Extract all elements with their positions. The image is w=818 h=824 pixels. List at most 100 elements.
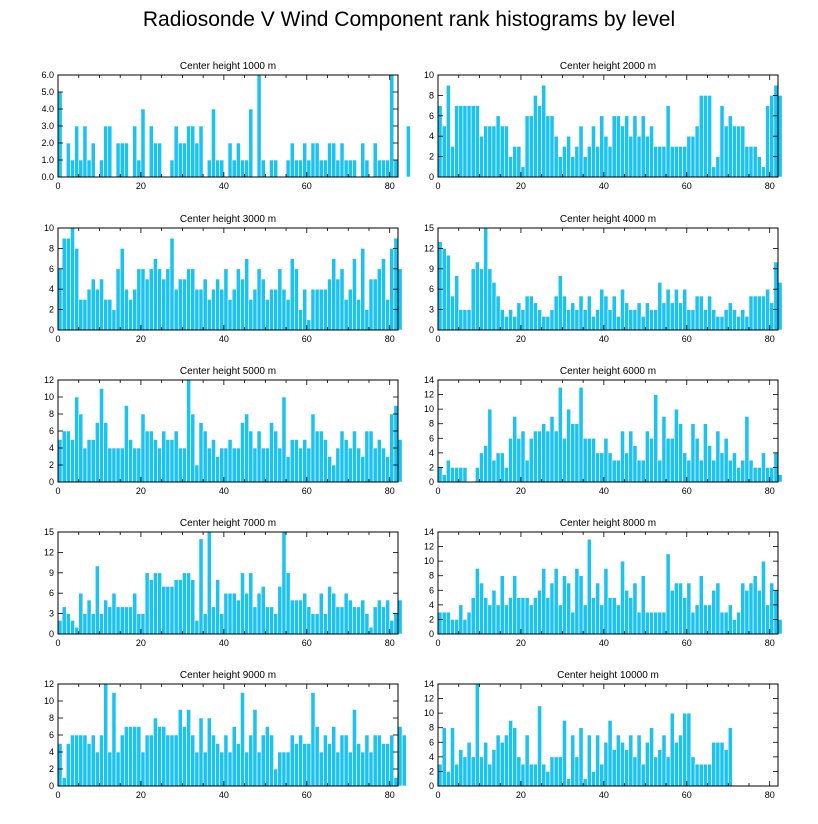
histogram-bar <box>57 268 63 331</box>
histogram-bar <box>256 592 262 635</box>
histogram-bar <box>397 439 403 483</box>
histogram-bar <box>148 734 154 787</box>
histogram-bar <box>343 159 349 178</box>
y-tick-label: 12 <box>424 243 434 253</box>
histogram-bar <box>153 717 158 787</box>
histogram-bar <box>661 146 667 178</box>
y-tick-label: 2.0 <box>41 138 54 148</box>
histogram-bar <box>323 288 328 331</box>
histogram-bar <box>591 771 596 787</box>
histogram-bar <box>260 586 266 635</box>
histogram-bar <box>335 447 341 483</box>
histogram-bar <box>298 599 303 635</box>
histogram-bar <box>599 115 605 178</box>
y-tick-label: 6 <box>49 264 54 274</box>
histogram-bar <box>306 319 312 331</box>
histogram-bar <box>665 105 671 178</box>
histogram-bar <box>669 712 675 787</box>
histogram-bar <box>690 756 696 787</box>
histogram-bar <box>508 597 513 635</box>
histogram-bar <box>574 568 580 635</box>
histogram-bar <box>553 295 559 331</box>
histogram-bar <box>574 309 580 331</box>
histogram-bar <box>586 437 592 483</box>
histogram-bar <box>483 445 489 483</box>
histogram-bar <box>582 604 588 635</box>
histogram-bar <box>107 447 113 483</box>
y-tick-label: 9 <box>49 568 54 578</box>
histogram-bar <box>690 611 696 635</box>
histogram-bar <box>445 459 451 483</box>
histogram-bar <box>103 125 109 178</box>
histogram-bar <box>323 439 328 483</box>
histogram-bar <box>240 422 245 483</box>
histogram-bar <box>678 734 683 787</box>
histogram-bar <box>707 445 712 483</box>
histogram-bar <box>483 227 489 331</box>
histogram-bar <box>74 626 80 635</box>
histogram-bar <box>479 452 484 483</box>
histogram-bar <box>748 295 754 331</box>
histogram-bar <box>90 439 96 483</box>
histogram-bar <box>624 452 630 483</box>
y-tick-label: 10 <box>44 392 54 402</box>
x-tick-label: 40 <box>219 181 229 191</box>
histogram-bar <box>557 604 563 635</box>
x-tick-label: 0 <box>435 790 440 800</box>
histogram-bar <box>103 683 109 787</box>
histogram-bar <box>215 579 221 635</box>
histogram-bar <box>748 582 754 635</box>
y-tick-label: 14 <box>424 375 434 385</box>
histogram-bar <box>524 295 530 331</box>
histogram-bar <box>273 613 279 635</box>
histogram-bar <box>90 142 96 178</box>
histogram-bar <box>499 309 505 331</box>
histogram-bar <box>198 538 204 635</box>
histogram-bar <box>95 751 100 787</box>
histogram-bar <box>372 606 378 635</box>
histogram-bar <box>310 142 316 178</box>
histogram-bar <box>327 743 332 787</box>
histogram-bar <box>611 295 617 331</box>
x-tick-label: 0 <box>55 181 60 191</box>
histogram-bar <box>173 734 179 787</box>
histogram-bar <box>182 447 187 483</box>
histogram-bar <box>376 734 382 787</box>
histogram-bar <box>318 430 324 483</box>
histogram-bar <box>372 734 378 787</box>
histogram-bar <box>615 459 621 483</box>
histogram-bar <box>491 749 497 787</box>
histogram-bar <box>528 763 534 787</box>
histogram-panel: Center height 5000 m 0 20 40 60 80 0 2 4 6 8 10 12 <box>44 366 403 496</box>
y-tick-label: 3.0 <box>41 121 54 131</box>
histogram-bar <box>628 734 634 787</box>
histogram-bar <box>190 579 196 635</box>
histogram-bar <box>231 447 237 483</box>
histogram-bar <box>769 302 775 331</box>
histogram-bar <box>479 582 484 635</box>
histogram-bar <box>744 589 750 635</box>
histogram-bar <box>153 142 158 178</box>
histogram-bar <box>562 720 567 787</box>
histogram-bar <box>132 447 138 483</box>
histogram-bar <box>512 416 518 483</box>
histogram-bar <box>347 751 353 787</box>
histogram-bar <box>715 430 721 483</box>
histogram-bar <box>318 288 324 331</box>
x-tick-label: 60 <box>302 638 312 648</box>
histogram-bar <box>343 734 349 787</box>
histogram-bar <box>727 115 733 178</box>
histogram-bar <box>169 237 175 331</box>
histogram-bar <box>756 156 762 178</box>
histogram-bar <box>562 146 567 178</box>
histogram-bar <box>227 751 233 787</box>
histogram-bar <box>194 464 200 483</box>
histogram-bar <box>244 751 250 787</box>
histogram-bar <box>298 159 303 178</box>
histogram-bar <box>364 734 370 787</box>
histogram-bar <box>211 439 216 483</box>
histogram-bar <box>769 467 775 483</box>
histogram-bar <box>703 309 708 331</box>
histogram-bar <box>773 589 779 635</box>
histogram-bar <box>95 422 100 483</box>
